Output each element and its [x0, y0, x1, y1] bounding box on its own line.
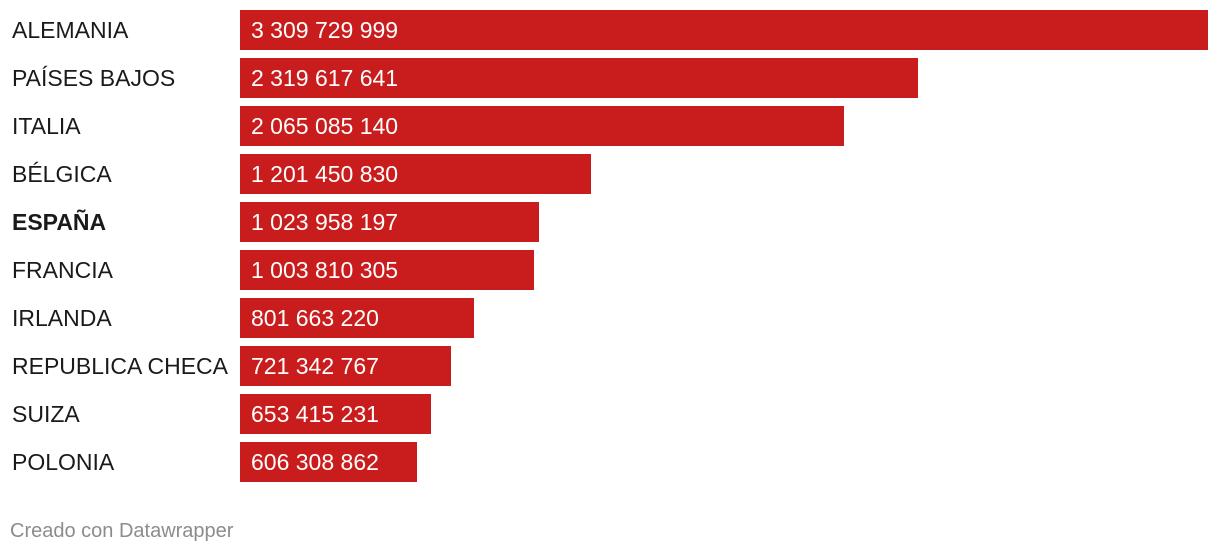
bar [240, 442, 417, 482]
bar-chart: ALEMANIA 3 309 729 999 PAÍSES BAJOS 2 319 6… [0, 10, 1220, 482]
bar-value-label: 606 308 862 [251, 449, 379, 475]
category-label: BÉLGICA [12, 161, 112, 187]
bar-row: PAÍSES BAJOS 2 319 617 641 [0, 58, 1220, 98]
category-label: ITALIA [12, 113, 81, 139]
bar-value-label: 2 319 617 641 [251, 65, 399, 91]
bar-value-label: 1 003 810 305 [251, 257, 399, 283]
category-label: FRANCIA [12, 257, 113, 283]
bar-row: IRLANDA 801 663 220 [0, 298, 1220, 338]
category-label: IRLANDA [12, 305, 112, 331]
bar-row: ITALIA 2 065 085 140 [0, 106, 1220, 146]
bar-row: POLONIA 606 308 862 [0, 442, 1220, 482]
category-label: PAÍSES BAJOS [12, 65, 176, 91]
bar-row: REPUBLICA CHECA 721 342 767 [0, 346, 1220, 386]
bar-row: ESPAÑA 1 023 958 197 [0, 202, 1220, 242]
bar-row: SUIZA 653 415 231 [0, 394, 1220, 434]
bar [240, 10, 1208, 50]
category-label: POLONIA [12, 449, 115, 475]
footer-credit: Creado con Datawrapper [10, 520, 234, 542]
bar-value-label: 1 201 450 830 [251, 161, 399, 187]
category-label: ESPAÑA [12, 209, 107, 235]
bar-row: ALEMANIA 3 309 729 999 [0, 10, 1220, 50]
bar [240, 346, 451, 386]
category-label: SUIZA [12, 401, 80, 427]
category-label: ALEMANIA [12, 17, 129, 43]
bar-value-label: 801 663 220 [251, 305, 379, 331]
bar-value-label: 1 023 958 197 [251, 209, 399, 235]
bar [240, 298, 474, 338]
bar-value-label: 653 415 231 [251, 401, 379, 427]
bar-row: FRANCIA 1 003 810 305 [0, 250, 1220, 290]
bar-value-label: 721 342 767 [251, 353, 379, 379]
bar-value-label: 2 065 085 140 [251, 113, 399, 139]
bar [240, 394, 431, 434]
category-label: REPUBLICA CHECA [12, 353, 229, 379]
bar-row: BÉLGICA 1 201 450 830 [0, 154, 1220, 194]
bar-value-label: 3 309 729 999 [251, 17, 399, 43]
bar [240, 58, 918, 98]
bar [240, 154, 591, 194]
bar [240, 250, 534, 290]
bar [240, 202, 539, 242]
bar [240, 106, 844, 146]
